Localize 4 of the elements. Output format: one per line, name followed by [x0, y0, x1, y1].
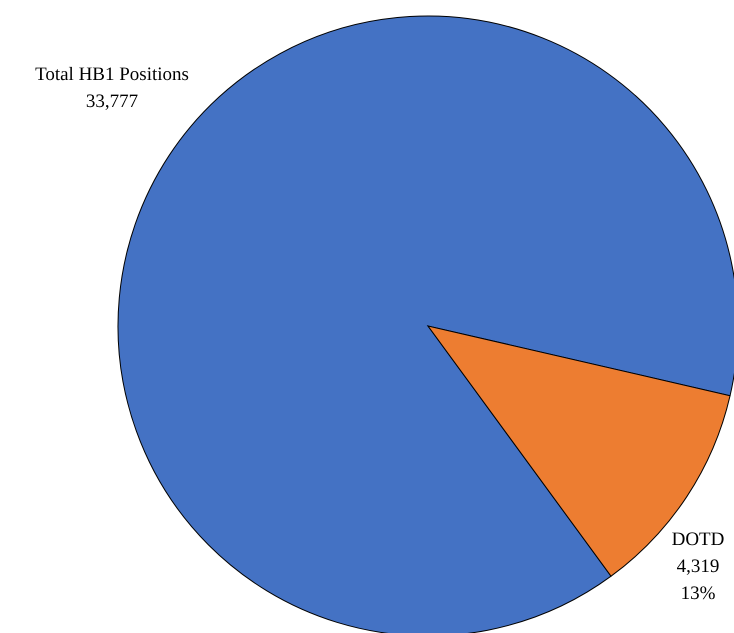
slice-label: Total HB1 Positions — [35, 64, 189, 85]
data-label: 33,777 — [86, 91, 138, 112]
slice-label: DOTD — [672, 529, 724, 550]
data-label: 4,319 13% — [676, 556, 720, 604]
